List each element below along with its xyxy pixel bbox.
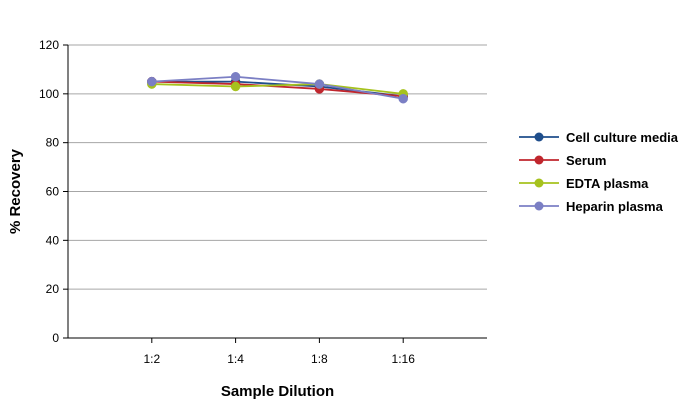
y-tick-label: 100 — [39, 87, 59, 101]
y-tick-labels: 0 20 40 60 80 100 120 — [39, 38, 59, 345]
legend-entry[interactable]: EDTA plasma — [519, 176, 649, 191]
x-tick-label: 1:16 — [392, 352, 416, 366]
series-3 — [147, 71, 408, 104]
series-line — [151, 83, 404, 95]
y-tick-label: 60 — [46, 185, 60, 199]
legend-entry[interactable]: Heparin plasma — [519, 199, 664, 214]
x-axis-title: Sample Dilution — [221, 383, 334, 400]
y-tick-label: 20 — [46, 282, 60, 296]
axes — [63, 44, 487, 343]
series — [147, 71, 408, 104]
legend-swatch-marker — [534, 201, 544, 211]
y-tick-label: 120 — [39, 38, 59, 52]
legend[interactable]: Cell culture media Serum EDTA plasma Hepari… — [519, 130, 679, 214]
y-tick-label: 40 — [46, 233, 60, 247]
data-point — [230, 71, 241, 82]
y-axis-title: % Recovery — [7, 148, 24, 234]
series-line — [151, 80, 404, 98]
x-tick-label: 1:4 — [227, 352, 244, 366]
y-tick-label: 0 — [52, 331, 59, 345]
legend-entry[interactable]: Serum — [519, 153, 606, 168]
legend-swatch-marker — [534, 178, 544, 188]
x-tick-label: 1:8 — [311, 352, 328, 366]
legend-label: EDTA plasma — [566, 176, 649, 191]
x-tick-label: 1:2 — [143, 352, 160, 366]
legend-label: Heparin plasma — [566, 199, 664, 214]
legend-label: Cell culture media — [566, 130, 679, 145]
legend-label: Serum — [566, 153, 606, 168]
data-point — [398, 93, 408, 104]
x-tick-labels: 1:2 1:4 1:8 1:16 — [143, 352, 415, 366]
series-line — [151, 75, 404, 100]
y-tick-label: 80 — [46, 136, 60, 150]
data-point — [147, 76, 157, 87]
legend-swatch-marker — [534, 132, 544, 142]
grid-lines — [68, 44, 487, 290]
data-point — [314, 79, 325, 89]
data-point — [230, 81, 241, 92]
legend-swatch-marker — [534, 155, 544, 165]
legend-entry[interactable]: Cell culture media — [519, 130, 679, 145]
